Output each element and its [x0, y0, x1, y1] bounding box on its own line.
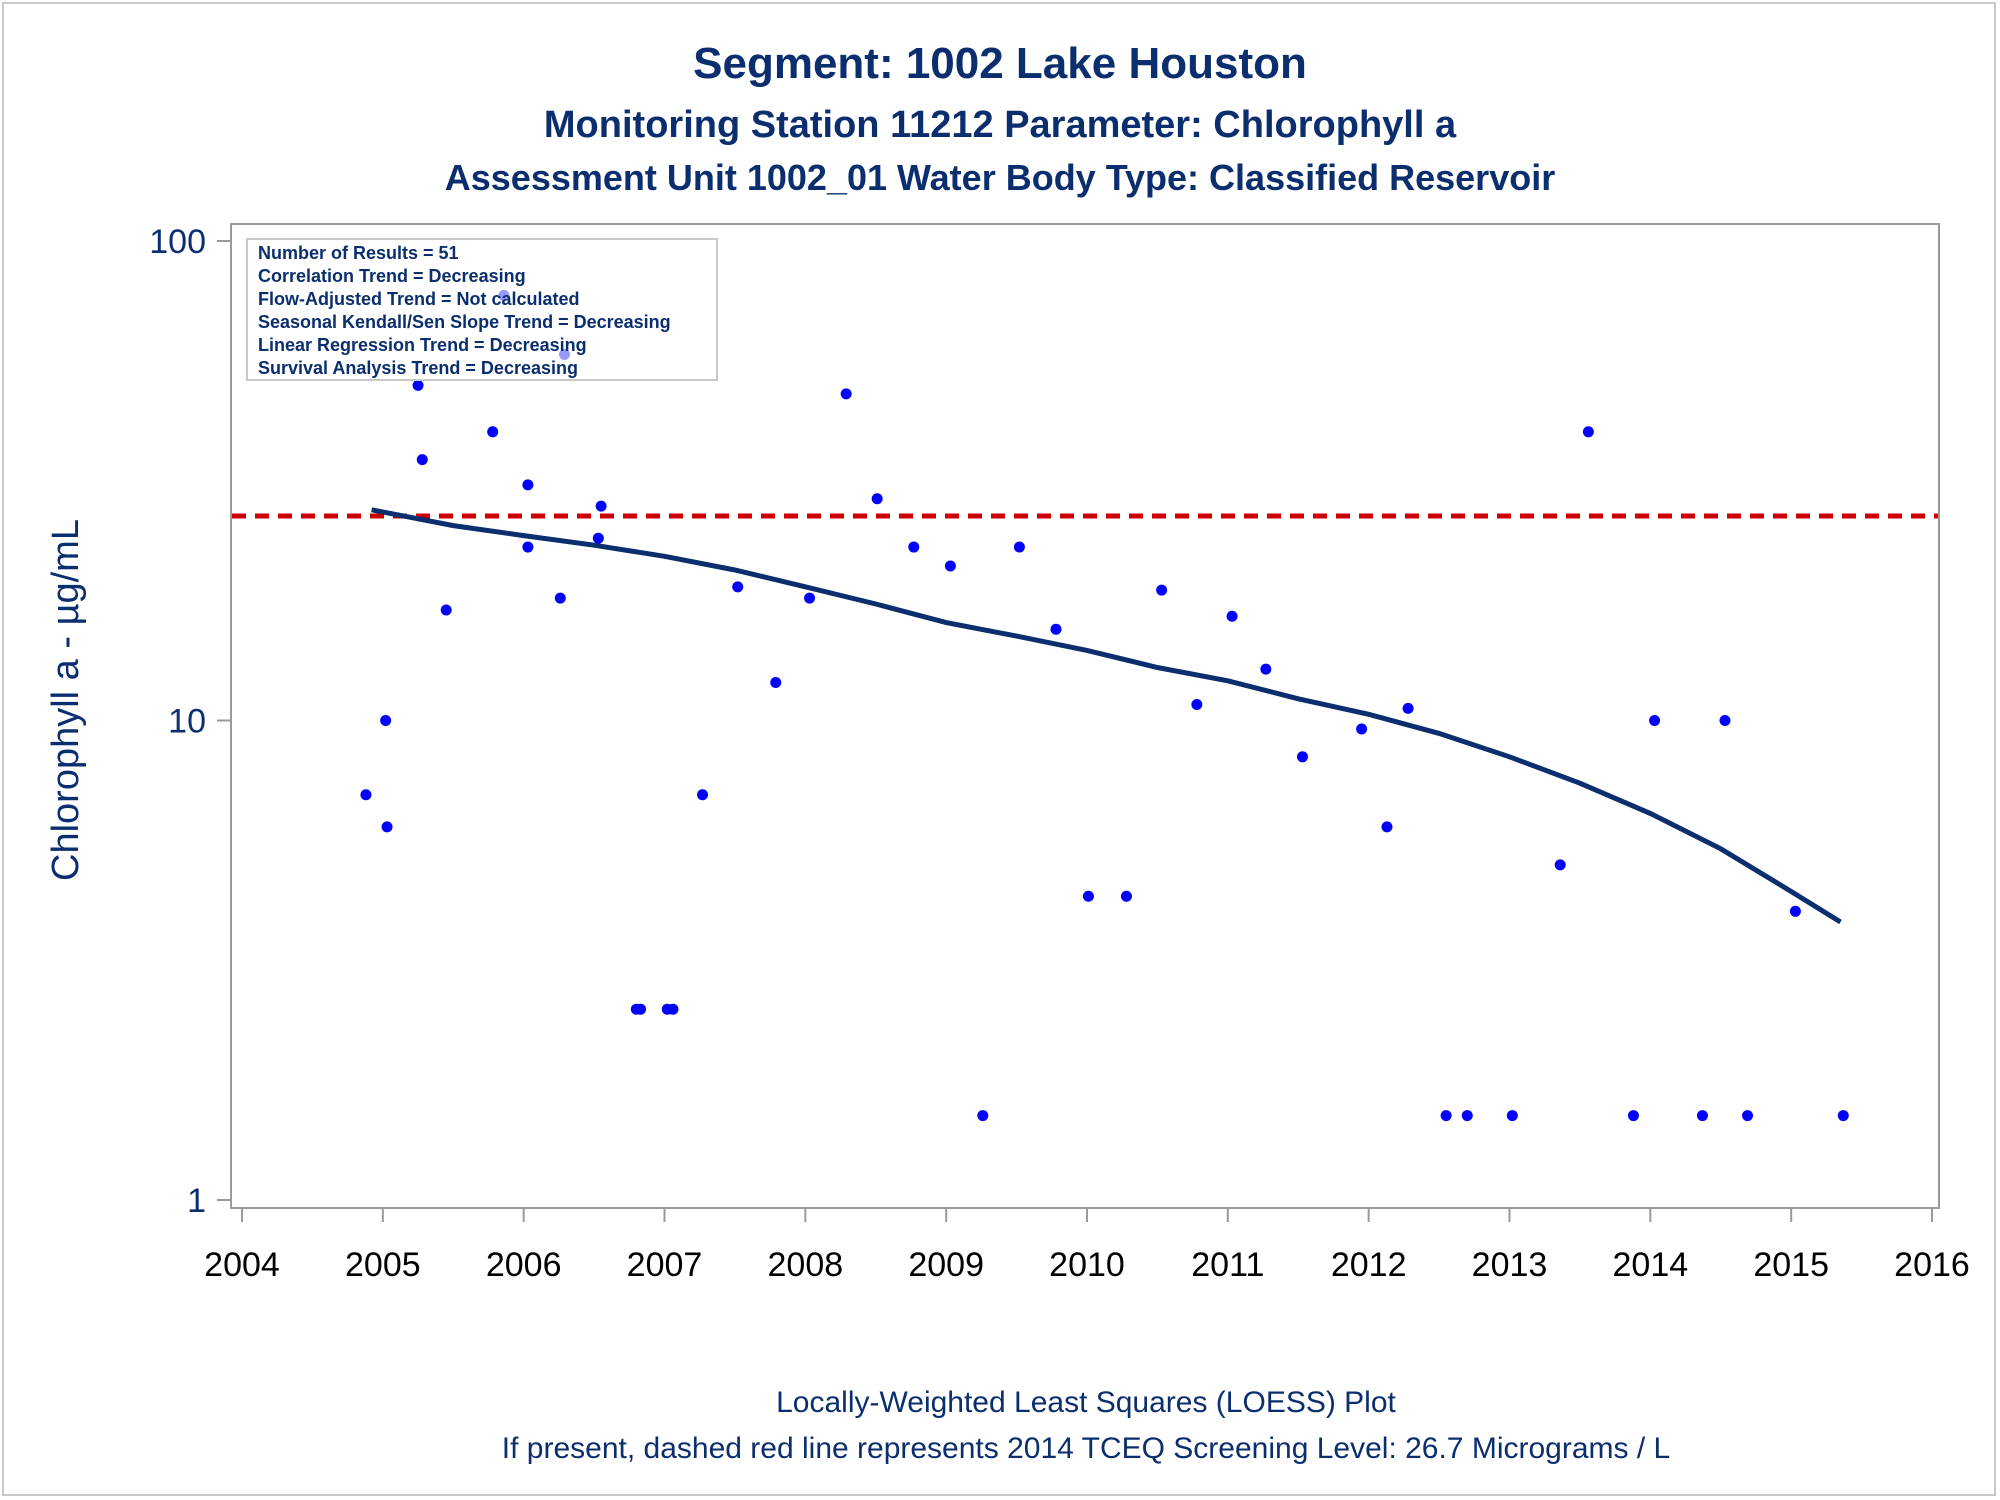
- chart-title: Segment: 1002 Lake Houston: [693, 39, 1307, 88]
- data-point: [1696, 1110, 1708, 1122]
- x-tick-label: 2015: [1753, 1246, 1829, 1284]
- data-point: [1582, 426, 1594, 438]
- data-point: [1082, 890, 1094, 902]
- y-axis-label: Chlorophyll a - µg/mL: [45, 519, 87, 881]
- data-point: [944, 560, 956, 572]
- data-point: [1402, 702, 1414, 714]
- x-tick-label: 2012: [1331, 1246, 1407, 1284]
- data-point: [522, 479, 534, 491]
- data-point: [522, 541, 534, 553]
- stats-line: Correlation Trend = Decreasing: [258, 266, 526, 286]
- data-point: [487, 426, 499, 438]
- x-tick-label: 2013: [1472, 1246, 1548, 1284]
- data-point: [440, 604, 452, 616]
- data-point: [1440, 1110, 1452, 1122]
- stats-line: Number of Results = 51: [258, 243, 459, 263]
- data-point: [1837, 1110, 1849, 1122]
- data-point: [871, 493, 883, 505]
- x-tick-label: 2009: [908, 1246, 984, 1284]
- data-point: [1461, 1110, 1473, 1122]
- data-point: [1296, 751, 1308, 763]
- data-point: [635, 1003, 647, 1015]
- data-point: [804, 592, 816, 604]
- data-point: [1260, 663, 1272, 675]
- x-tick-label: 2005: [345, 1246, 421, 1284]
- chart-subtitle-1: Monitoring Station 11212 Parameter: Chlo…: [544, 104, 1457, 146]
- x-tick-label: 2014: [1613, 1246, 1689, 1284]
- data-point: [908, 541, 920, 553]
- data-point: [977, 1110, 989, 1122]
- x-axis: 2004 2005 2006 2007 2008 2009 2010 2011 2012 2013…: [204, 1208, 1970, 1284]
- data-point: [1554, 859, 1566, 871]
- stats-line: Linear Regression Trend = Decreasing: [258, 335, 587, 355]
- footnote-1: Locally-Weighted Least Squares (LOESS) P…: [776, 1386, 1396, 1419]
- data-point: [381, 821, 393, 833]
- data-point: [595, 500, 607, 512]
- data-point: [840, 388, 852, 400]
- stats-line: Flow-Adjusted Trend = Not calculated: [258, 289, 580, 309]
- data-point: [1013, 541, 1025, 553]
- data-points: [360, 289, 1849, 1122]
- data-point: [1120, 890, 1132, 902]
- data-point: [770, 677, 782, 689]
- data-point: [1719, 715, 1731, 726]
- x-tick-label: 2010: [1049, 1246, 1125, 1284]
- x-tick-label: 2011: [1191, 1246, 1264, 1284]
- stats-box: Number of Results = 51 Correlation Trend…: [246, 238, 718, 381]
- data-point: [1156, 584, 1168, 596]
- data-point: [380, 715, 392, 726]
- data-point: [1050, 623, 1062, 635]
- data-point: [1356, 723, 1368, 735]
- x-tick-label: 2006: [486, 1246, 562, 1284]
- data-point: [592, 532, 604, 544]
- data-point: [554, 592, 566, 604]
- y-tick-label: 10: [168, 703, 206, 741]
- data-point: [697, 789, 709, 801]
- stats-box-border: [246, 238, 718, 381]
- data-point: [412, 379, 424, 391]
- data-point: [1381, 821, 1393, 833]
- data-point: [667, 1003, 679, 1015]
- data-point: [416, 454, 428, 466]
- x-tick-label: 2008: [768, 1246, 844, 1284]
- data-point: [732, 581, 744, 593]
- y-tick-label: 1: [187, 1182, 206, 1220]
- data-point: [1627, 1110, 1639, 1122]
- data-point: [1226, 610, 1238, 622]
- chart-subtitle-2: Assessment Unit 1002_01 Water Body Type:…: [445, 157, 1555, 198]
- stats-line: Survival Analysis Trend = Decreasing: [258, 358, 578, 378]
- data-point: [1742, 1110, 1754, 1122]
- y-tick-label: 100: [149, 223, 206, 261]
- y-axis: 1 10 100: [149, 223, 232, 1220]
- data-point: [1789, 905, 1801, 917]
- x-tick-label: 2004: [204, 1246, 280, 1284]
- data-point: [1191, 698, 1203, 710]
- data-point: [1506, 1110, 1518, 1122]
- footnote-2: If present, dashed red line represents 2…: [502, 1432, 1670, 1465]
- data-point: [360, 789, 372, 801]
- stats-line: Seasonal Kendall/Sen Slope Trend = Decre…: [258, 312, 671, 332]
- data-point: [1649, 715, 1661, 726]
- x-tick-label: 2007: [627, 1246, 703, 1284]
- loess-curve: [371, 507, 1842, 925]
- x-tick-label: 2016: [1894, 1246, 1970, 1284]
